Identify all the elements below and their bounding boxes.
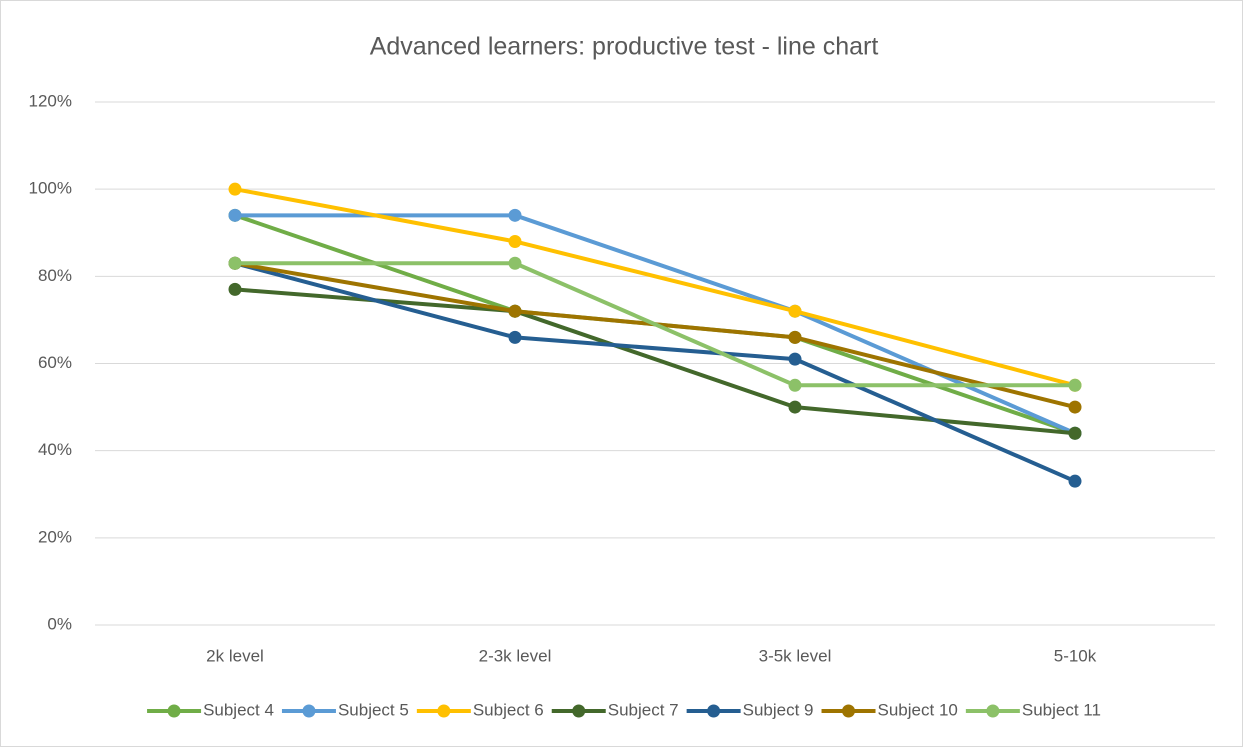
data-point [788, 330, 802, 344]
legend: Subject 4 Subject 5 Subject 6 Subject 7 Subj… [147, 700, 1101, 719]
legend-label: Subject 11 [1022, 700, 1101, 719]
data-point [788, 400, 802, 414]
data-point [1068, 426, 1082, 440]
y-tick-label: 100% [29, 179, 72, 198]
data-point [1068, 474, 1082, 488]
legend-marker [302, 704, 316, 718]
data-point [228, 208, 242, 222]
data-point [508, 304, 522, 318]
legend-label: Subject 7 [608, 700, 679, 719]
x-tick-label: 5-10k [1054, 646, 1097, 665]
y-tick-label: 0% [47, 614, 72, 633]
legend-marker [437, 704, 451, 718]
legend-label: Subject 5 [338, 700, 409, 719]
series-line [234, 187, 1076, 388]
data-point [508, 330, 522, 344]
legend-marker [572, 704, 586, 718]
legend-marker [986, 704, 1000, 718]
legend-marker [707, 704, 721, 718]
legend-label: Subject 4 [203, 700, 274, 719]
y-tick-label: 20% [38, 527, 72, 546]
data-point [508, 208, 522, 222]
data-point [788, 378, 802, 392]
data-point [788, 352, 802, 366]
series-line [234, 261, 1076, 484]
legend-label: Subject 9 [743, 700, 814, 719]
data-point [228, 282, 242, 296]
data-point [228, 182, 242, 196]
legend-marker [167, 704, 181, 718]
legend-label: Subject 10 [878, 700, 958, 719]
y-tick-label: 60% [38, 353, 72, 372]
x-tick-label: 2k level [206, 646, 264, 665]
y-tick-label: 40% [38, 440, 72, 459]
data-point [1068, 400, 1082, 414]
x-tick-label: 2-3k level [479, 646, 552, 665]
legend-label: Subject 6 [473, 700, 544, 719]
chart-title: Advanced learners: productive test - lin… [370, 33, 879, 61]
data-point [788, 304, 802, 318]
x-tick-label: 3-5k level [759, 646, 832, 665]
y-tick-label: 120% [29, 91, 72, 110]
series-line [235, 261, 1075, 388]
data-point [508, 234, 522, 248]
y-tick-label: 80% [38, 266, 72, 285]
data-point [1068, 378, 1082, 392]
legend-marker [842, 704, 856, 718]
data-point [228, 256, 242, 270]
data-point [508, 256, 522, 270]
